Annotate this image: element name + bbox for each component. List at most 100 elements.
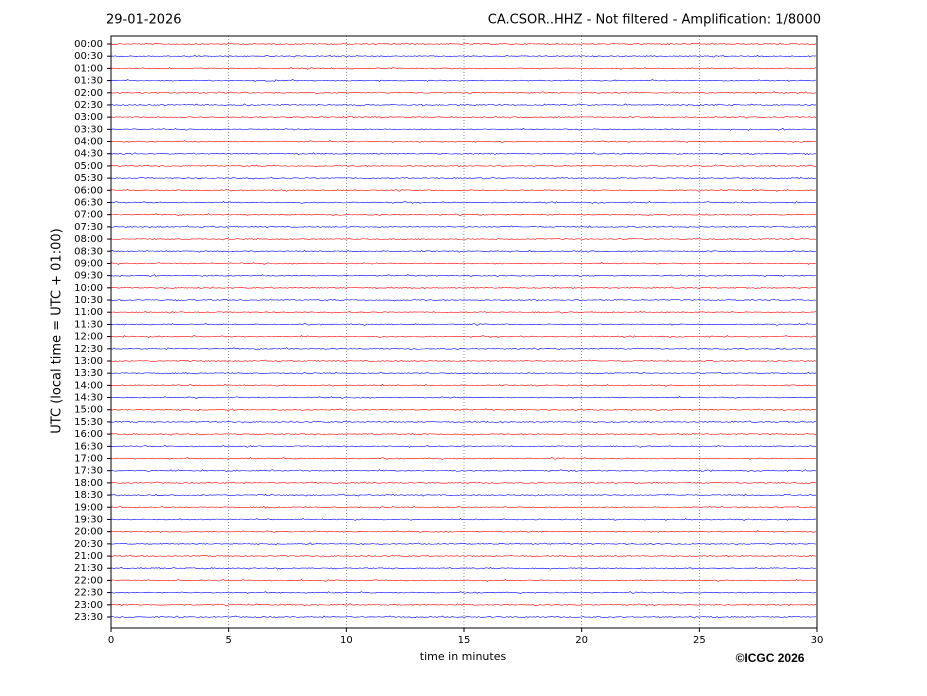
y-tick-label: 20:00: [74, 527, 103, 538]
trace: [110, 286, 817, 290]
trace: [110, 383, 817, 387]
x-tick-label: 10: [340, 635, 353, 646]
trace: [110, 566, 817, 570]
trace: [110, 518, 817, 521]
trace: [110, 140, 817, 143]
y-tick-label: 01:30: [74, 76, 103, 87]
x-tick-label: 5: [225, 635, 231, 646]
y-tick-label: 09:00: [74, 258, 103, 269]
trace: [110, 164, 817, 168]
trace: [110, 201, 817, 204]
trace: [110, 432, 817, 436]
y-tick-label: 05:30: [74, 173, 103, 184]
trace: [110, 530, 817, 534]
y-tick-label: 19:30: [74, 514, 103, 525]
trace: [110, 591, 817, 594]
y-tick-label: 07:30: [74, 222, 103, 233]
y-tick-label: 06:30: [74, 197, 103, 208]
y-tick-label: 16:30: [74, 441, 103, 452]
y-axis-label: UTC (local time = UTC + 01:00): [50, 228, 65, 433]
y-tick-label: 23:30: [74, 612, 103, 623]
y-tick-label: 18:30: [74, 490, 103, 501]
y-tick-label: 18:00: [74, 478, 103, 489]
trace: [110, 420, 817, 424]
trace: [110, 615, 817, 619]
trace: [110, 457, 817, 460]
trace: [110, 396, 817, 399]
x-tick-label: 25: [693, 635, 706, 646]
y-tick-label: 02:30: [74, 100, 103, 111]
chart-title: CA.CSOR..HHZ - Not filtered - Amplificat…: [488, 13, 821, 28]
y-tick-label: 12:00: [74, 332, 103, 343]
y-tick-label: 21:30: [74, 563, 103, 574]
trace: [110, 481, 817, 485]
trace: [110, 408, 817, 412]
trace: [110, 542, 817, 546]
y-tick-label: 13:30: [74, 368, 103, 379]
y-tick-label: 00:30: [74, 51, 103, 62]
x-tick-label: 20: [575, 635, 588, 646]
x-axis-label: time in minutes: [420, 650, 507, 663]
x-tick-label: 15: [458, 635, 471, 646]
y-tick-label: 08:00: [74, 234, 103, 245]
y-tick-label: 03:30: [74, 124, 103, 135]
trace: [110, 176, 817, 180]
trace: [110, 152, 817, 156]
trace: [110, 225, 817, 229]
y-tick-label: 04:00: [74, 137, 103, 148]
plot-area: [110, 36, 818, 628]
date-label: 29-01-2026: [106, 13, 182, 28]
y-tick-label: 13:00: [74, 356, 103, 367]
y-tick-label: 03:00: [74, 112, 103, 123]
trace: [110, 371, 817, 375]
y-tick-label: 11:30: [74, 319, 103, 330]
y-tick-label: 05:00: [74, 161, 103, 172]
trace: [110, 127, 817, 131]
trace: [110, 188, 817, 192]
trace: [110, 213, 817, 217]
trace: [110, 274, 817, 278]
trace: [110, 444, 817, 448]
trace: [110, 249, 817, 253]
y-tick-label: 04:30: [74, 149, 103, 160]
y-tick-label: 17:30: [74, 466, 103, 477]
trace: [110, 493, 817, 497]
y-tick-label: 23:00: [74, 600, 103, 611]
trace: [110, 347, 817, 351]
trace: [110, 66, 817, 70]
y-tick-label: 15:30: [74, 417, 103, 428]
trace: [110, 469, 817, 473]
trace: [110, 91, 817, 95]
y-tick-label: 21:00: [74, 551, 103, 562]
trace: [110, 310, 817, 314]
y-tick-label: 09:30: [74, 271, 103, 282]
y-tick-label: 20:30: [74, 539, 103, 550]
trace: [110, 322, 817, 326]
y-tick-label: 22:00: [74, 575, 103, 586]
y-tick-label: 19:00: [74, 502, 103, 513]
trace: [110, 237, 817, 241]
trace: [110, 359, 817, 363]
trace: [110, 262, 817, 265]
x-tick-label: 0: [108, 635, 114, 646]
x-tick-label: 30: [811, 635, 824, 646]
y-tick-label: 01:00: [74, 63, 103, 74]
y-tick-label: 02:00: [74, 88, 103, 99]
y-tick-label: 22:30: [74, 588, 103, 599]
trace: [110, 54, 817, 58]
y-tick-label: 06:00: [74, 185, 103, 196]
y-tick-label: 15:00: [74, 405, 103, 416]
trace: [110, 79, 817, 82]
trace: [110, 298, 817, 302]
trace: [110, 554, 817, 558]
trace: [110, 505, 817, 509]
y-tick-label: 12:30: [74, 344, 103, 355]
y-tick-label: 07:00: [74, 210, 103, 221]
y-tick-label: 00:00: [74, 39, 103, 50]
copyright: ©ICGC 2026: [736, 651, 805, 665]
trace: [110, 579, 817, 582]
y-tick-label: 11:00: [74, 307, 103, 318]
trace: [110, 103, 817, 107]
y-tick-label: 10:30: [74, 295, 103, 306]
trace: [110, 603, 817, 607]
